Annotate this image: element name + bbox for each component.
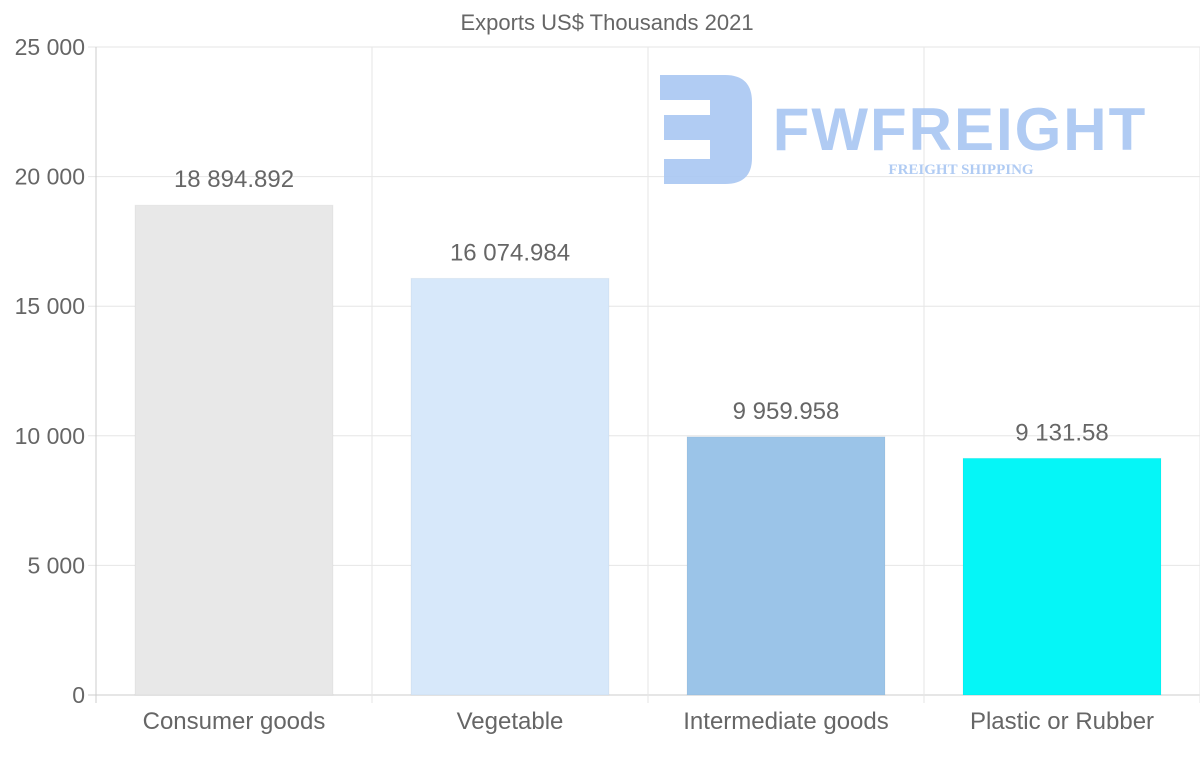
chart-title: Exports US$ Thousands 2021 <box>460 10 753 35</box>
y-tick-label: 20 000 <box>15 164 85 190</box>
x-tick-label: Intermediate goods <box>683 708 888 735</box>
logo-brand-text: FWFREIGHT <box>773 96 1148 163</box>
bars: 18 894.892 16 074.984 9 959.958 9 131.58 <box>134 166 1162 696</box>
x-tick-label: Consumer goods <box>143 708 326 735</box>
y-tick-label: 10 000 <box>15 423 85 449</box>
y-tick-label: 0 <box>72 682 85 708</box>
y-axis: 0 5 000 10 000 15 000 20 000 25 000 <box>15 34 85 708</box>
fwfreight-logo-watermark: FWFREIGHT FREIGHT SHIPPING <box>648 75 1148 184</box>
bar-value-label: 9 959.958 <box>733 398 840 425</box>
bar <box>134 204 334 696</box>
y-tick-label: 25 000 <box>15 34 85 60</box>
x-axis: Consumer goods Vegetable Intermediate good… <box>143 708 1154 735</box>
bar-value-label: 16 074.984 <box>450 239 570 266</box>
bar <box>410 277 610 696</box>
logo-mark-icon <box>648 75 752 184</box>
y-tick-label: 15 000 <box>15 293 85 319</box>
x-tick-label: Vegetable <box>457 708 564 735</box>
logo-tagline-text: FREIGHT SHIPPING <box>888 162 1033 178</box>
bar <box>686 436 886 696</box>
y-tick-label: 5 000 <box>27 552 85 578</box>
x-tick-label: Plastic or Rubber <box>970 708 1154 735</box>
bar <box>962 457 1162 696</box>
bar-value-label: 18 894.892 <box>174 166 294 193</box>
bar-value-label: 9 131.58 <box>1015 419 1108 446</box>
